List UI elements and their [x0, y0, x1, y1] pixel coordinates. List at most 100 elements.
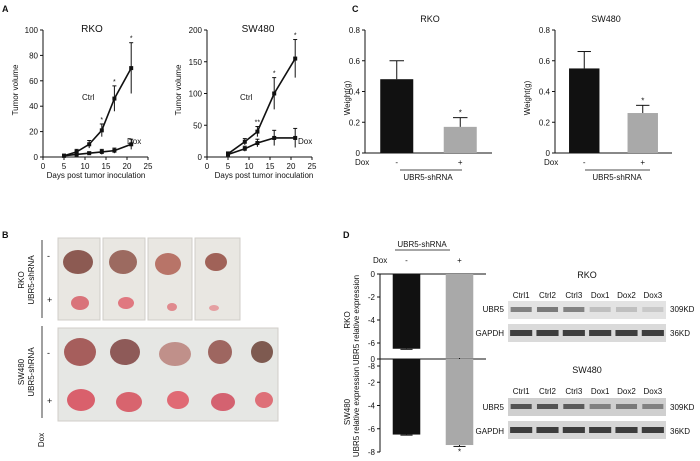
blot-title: SW480: [572, 365, 602, 375]
band-ubr5: [642, 404, 664, 409]
significance-mark: *: [273, 71, 276, 78]
y-tick-label: 100: [25, 26, 39, 35]
panel-label-a: A: [2, 4, 9, 14]
series-label-ctrl: Ctrl: [240, 93, 253, 102]
photo-strip-sw480: [57, 327, 279, 422]
lane-label: Dox3: [643, 291, 662, 300]
y-tick-label: -2: [368, 378, 376, 387]
significance-mark: *: [100, 117, 103, 124]
tumor: [64, 338, 96, 366]
x-tick-label: 5: [62, 162, 67, 171]
lane-label: Dox1: [591, 387, 610, 396]
x-tick-label: 10: [245, 162, 254, 171]
blot-membrane: [508, 324, 666, 342]
band-ubr5: [615, 404, 638, 409]
weight-bar-chart-rko: RKO Weight(g) Dox UBR5-shRNA 0 0.2 0.4 0.6 0…: [343, 14, 492, 182]
row-label: SW480: [343, 398, 352, 425]
data-point: [242, 146, 247, 151]
band-label-ubr5: UBR5: [483, 403, 505, 412]
chart-title: SW480: [242, 24, 275, 35]
chart-title: SW480: [591, 14, 621, 24]
dox-label: Dox: [544, 158, 558, 167]
y-tick-label: -6: [368, 425, 376, 434]
significance-mark: *: [294, 33, 297, 40]
data-point: [99, 149, 104, 154]
bar: [392, 274, 421, 349]
y-tick-label: 0.6: [539, 57, 551, 66]
band-gapdh: [589, 427, 612, 433]
x-tick-label: 20: [123, 162, 132, 171]
band-gapdh: [615, 330, 638, 336]
y-tick-label: -6: [368, 339, 376, 348]
tumor: [209, 305, 219, 311]
band-gapdh: [615, 427, 638, 433]
dox-label: Dox: [373, 256, 387, 265]
y-tick-label: 0: [356, 149, 361, 158]
category-label: +: [457, 256, 462, 265]
significance-mark: *: [130, 36, 133, 43]
data-point: [255, 129, 260, 134]
line-chart-sw480: SW480 Tumor volume Days post tumor inocu…: [174, 24, 317, 180]
band-ubr5: [510, 307, 532, 312]
lane-label: Dox2: [617, 291, 636, 300]
y-tick-label: 0.8: [349, 26, 361, 35]
dox-label: Dox: [355, 158, 369, 167]
data-point: [129, 142, 134, 147]
tumor: [63, 250, 93, 274]
band-ubr5: [589, 307, 611, 312]
band-gapdh: [536, 427, 559, 433]
data-point: [62, 153, 66, 158]
panel-label-c: C: [352, 4, 359, 14]
y-tick-label: 40: [29, 102, 38, 111]
x-tick-label: 0: [205, 162, 210, 171]
y-tick-label: 20: [29, 128, 38, 137]
photo-row-cell: SW480: [17, 358, 26, 385]
band-ubr5: [615, 307, 638, 312]
expression-bar-chart-rko: UBR5-shRNA Dox RKO UBR5 relative express…: [343, 240, 486, 371]
band-ubr5: [589, 404, 611, 409]
tumor: [118, 297, 134, 309]
blot-membrane: [508, 301, 666, 319]
data-point: [99, 128, 104, 133]
series-line-ctrl: [63, 67, 132, 157]
photo-strip-rko: [57, 237, 241, 321]
tumor: [110, 339, 140, 365]
lane-label: Ctrl2: [539, 291, 556, 300]
bar: [445, 359, 474, 446]
shrna-header: UBR5-shRNA: [397, 240, 447, 249]
significance-mark: *: [459, 109, 462, 118]
band-label-gapdh: GAPDH: [476, 427, 505, 436]
data-point: [74, 152, 79, 157]
band-ubr5: [642, 307, 664, 312]
lane-label: Ctrl1: [513, 387, 530, 396]
lane-label: Dox1: [591, 291, 610, 300]
band-gapdh: [510, 330, 533, 336]
band-ubr5: [510, 404, 532, 409]
y-tick-label: 0: [34, 153, 39, 162]
y-axis-label: UBR5 relative expression: [352, 367, 361, 457]
y-tick-label: 0.2: [349, 118, 361, 127]
tumor: [211, 393, 235, 411]
y-axis-label: Weight(g): [343, 80, 352, 115]
tumor: [109, 250, 137, 274]
y-axis-label: Tumor volume: [11, 64, 20, 115]
tumor: [155, 253, 181, 275]
band-gapdh: [589, 330, 612, 336]
x-axis-label: Days post tumor inoculation: [47, 171, 146, 180]
y-tick-label: -4: [368, 316, 376, 325]
photo-dox-label: Dox: [37, 433, 46, 447]
panel-label-b: B: [2, 230, 9, 240]
tumor: [205, 253, 227, 271]
series-label-dox: Dox: [298, 137, 312, 146]
tumor-photo-panel: RKO UBR5-shRNA SW480 UBR5-shRNA - + - + …: [17, 237, 279, 447]
category-label: +: [640, 158, 645, 167]
y-tick-label: -8: [368, 448, 376, 457]
photo-row-cell: RKO: [17, 271, 26, 288]
category-label: -: [583, 158, 586, 167]
tumor: [167, 303, 177, 311]
tumor: [159, 342, 191, 366]
y-tick-label: 0.4: [539, 88, 551, 97]
band-gapdh: [510, 427, 533, 433]
data-point: [242, 139, 247, 144]
lane-label: Ctrl3: [565, 291, 582, 300]
